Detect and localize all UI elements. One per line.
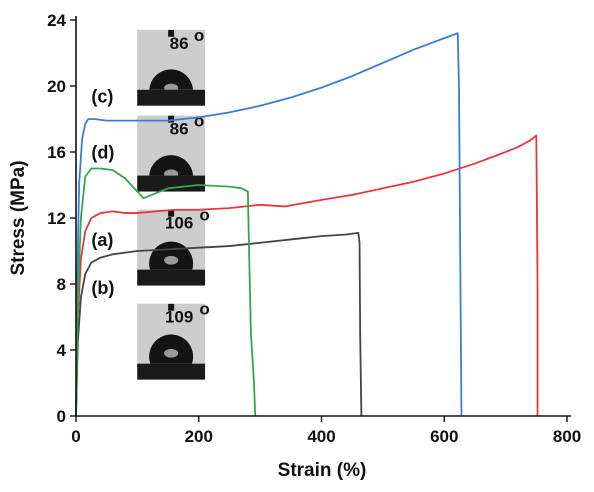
series-line-c [76,33,461,416]
degree-symbol: o [199,300,209,319]
inset-substrate [137,364,205,380]
contact-angle-label: 109 [165,308,193,327]
inset-substrate [137,176,205,192]
droplet-highlight [164,349,178,358]
contact-angle-insets: 86 o 86 o 106 o 109 o [137,26,210,380]
x-tick-label: 200 [185,427,213,446]
y-tick-label: 8 [57,275,66,294]
series-line-b [76,233,361,416]
x-tick-label: 800 [553,427,581,446]
droplet-highlight [164,256,178,265]
curve-label: (c) [91,87,113,107]
degree-symbol: o [194,26,204,45]
curve-label: (a) [91,230,113,250]
y-tick-label: 24 [47,11,66,30]
x-tick-label: 0 [71,427,80,446]
contact-angle-inset: 86 o [137,26,205,106]
y-tick-label: 4 [57,341,67,360]
degree-symbol: o [194,112,204,131]
x-tick-label: 400 [307,427,335,446]
inset-substrate [137,270,205,286]
contact-angle-label: 86 [170,120,189,139]
y-tick-label: 12 [47,209,66,228]
contact-angle-label: 106 [165,214,193,233]
axes: 0 200 400 600 800 0 4 8 12 16 20 24 [47,11,581,446]
inset-substrate [137,90,205,106]
curve-label: (b) [91,278,114,298]
y-tick-label: 16 [47,143,66,162]
contact-angle-inset: 109 o [137,300,210,380]
x-tick-label: 600 [430,427,458,446]
y-tick-label: 0 [57,407,66,426]
curve-label: (d) [91,143,114,163]
y-axis-title: Stress (MPa) [8,160,29,275]
x-axis-title: Strain (%) [278,460,367,481]
contact-angle-label: 86 [170,34,189,53]
y-tick-label: 20 [47,77,66,96]
contact-angle-inset: 106 o [137,206,210,286]
contact-angle-inset: 86 o [137,112,205,192]
